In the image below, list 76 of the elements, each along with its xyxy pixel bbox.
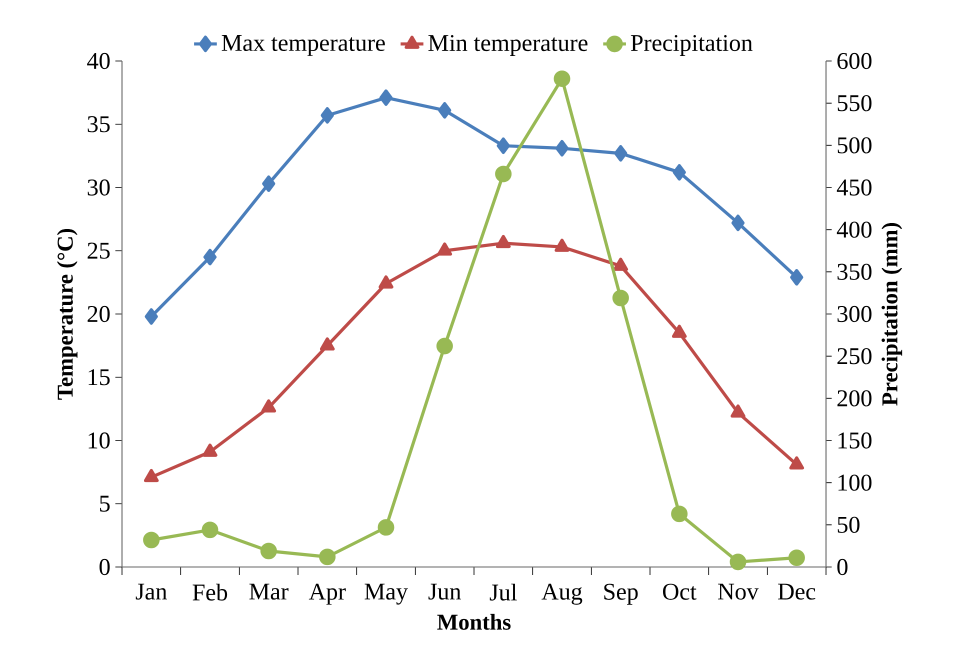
point <box>790 269 804 286</box>
x-tick-label: Jun <box>428 584 461 600</box>
point <box>320 107 334 124</box>
x-tick-label: Apr <box>308 584 346 605</box>
point <box>731 214 745 232</box>
y-tick-label: 25 <box>88 242 110 259</box>
point <box>319 548 336 566</box>
point <box>789 456 804 470</box>
y2-tick-label: 250 <box>837 348 872 364</box>
x-tick-label: Oct <box>663 584 697 600</box>
point <box>672 164 686 181</box>
y-tick-label: 30 <box>88 179 110 196</box>
point <box>143 532 160 548</box>
x-tick-label: Feb <box>192 584 228 601</box>
point <box>671 506 688 522</box>
point <box>379 89 393 106</box>
x-tick-label: Jul <box>490 584 517 601</box>
point <box>788 549 805 566</box>
point <box>554 238 570 252</box>
y-tick-label: 5 <box>100 496 110 512</box>
point <box>260 542 277 560</box>
point <box>261 399 276 413</box>
point <box>730 554 746 570</box>
point <box>495 166 512 182</box>
point <box>496 234 511 248</box>
point <box>202 444 218 457</box>
point <box>436 338 453 354</box>
point <box>144 308 158 325</box>
legend-label: Precipitation <box>630 34 753 56</box>
point <box>203 248 217 266</box>
y2-tick-label: 50 <box>838 516 860 533</box>
y-tick-label: 10 <box>88 432 110 449</box>
y2-tick-label: 450 <box>836 179 872 196</box>
y2-axis-title: Precipitation (mm) <box>882 223 902 406</box>
x-tick-label: Sep <box>604 584 638 605</box>
point <box>554 70 570 87</box>
legend-label: Min temperature <box>428 34 588 56</box>
point <box>320 337 335 351</box>
y-tick-label: 35 <box>88 116 110 132</box>
point <box>496 137 510 154</box>
legend-label: Max temperature <box>222 35 385 56</box>
x-axis-title: Months <box>437 614 511 630</box>
y-tick-label: 15 <box>88 369 110 386</box>
x-tick-label: Dec <box>778 584 816 600</box>
y-tick-label: 0 <box>100 558 110 576</box>
point <box>555 140 569 157</box>
y2-tick-label: 400 <box>836 222 872 238</box>
point <box>613 258 628 271</box>
y2-tick-label: 0 <box>837 558 848 576</box>
point <box>437 242 452 256</box>
point <box>612 290 629 306</box>
y2-tick-label: 200 <box>837 390 872 406</box>
x-tick-label: Mar <box>249 584 288 600</box>
y2-tick-label: 350 <box>838 264 872 280</box>
y2-tick-label: 600 <box>837 52 872 70</box>
y2-tick-label: 100 <box>838 474 872 491</box>
x-tick-label: Nov <box>718 584 759 600</box>
y-axis-title: Temperature (°C) <box>56 228 78 400</box>
point <box>262 175 276 192</box>
point <box>378 275 394 289</box>
y2-tick-label: 150 <box>838 432 872 449</box>
x-tick-label: Jan <box>136 584 167 600</box>
y-tick-label: 40 <box>87 52 110 70</box>
point <box>672 324 687 338</box>
x-tick-label: Aug <box>542 584 582 605</box>
y-tick-label: 20 <box>88 306 110 322</box>
point <box>144 468 159 482</box>
point <box>614 145 628 162</box>
y2-tick-label: 500 <box>838 137 872 154</box>
y2-tick-label: 300 <box>838 306 872 322</box>
point <box>730 404 746 418</box>
point <box>378 519 394 536</box>
point <box>202 522 218 538</box>
point <box>438 102 452 119</box>
x-tick-label: May <box>364 584 408 605</box>
y2-tick-label: 550 <box>838 95 872 112</box>
